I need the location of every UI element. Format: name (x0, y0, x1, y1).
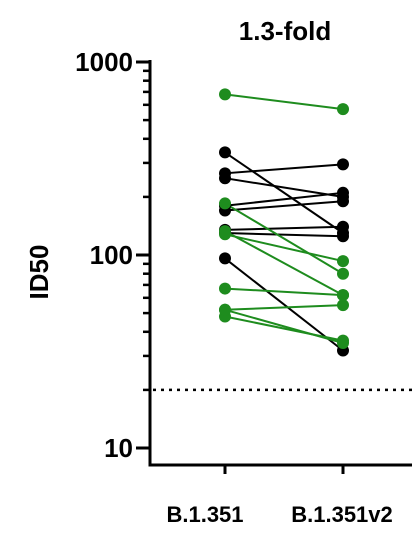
series-line (224, 202, 344, 275)
x-tick-label: B.1.351 (166, 502, 243, 527)
series-points (219, 88, 349, 357)
chart-title: 1.3-fold (239, 16, 331, 46)
data-point (219, 282, 231, 295)
y-axis-label: ID50 (24, 245, 54, 300)
x-tick-label: B.1.351v2 (291, 502, 393, 527)
data-point (337, 103, 349, 116)
series-line (224, 304, 344, 311)
y-tick-label: 100 (90, 240, 133, 270)
data-point (219, 146, 231, 159)
data-point (219, 303, 231, 316)
series-line (224, 230, 344, 296)
series-line (224, 191, 344, 207)
data-point (337, 289, 349, 302)
data-point (337, 220, 349, 233)
data-point (337, 158, 349, 171)
x-tick-labels: B.1.351 B.1.351v2 (166, 502, 392, 527)
series-line (224, 233, 344, 263)
y-tick-label: 10 (104, 433, 133, 463)
data-point (337, 267, 349, 280)
series-line (224, 93, 344, 111)
series-line (224, 177, 344, 198)
axes (148, 60, 412, 474)
series-line (224, 308, 344, 344)
data-point (219, 88, 231, 101)
series-line (224, 257, 344, 352)
series-line (224, 163, 344, 175)
data-point (337, 186, 349, 199)
data-point (219, 252, 231, 265)
series-line (224, 287, 344, 297)
data-point (337, 299, 349, 312)
series-lines (224, 93, 344, 352)
data-point (219, 228, 231, 241)
ticks: 10 100 1000 (75, 47, 150, 463)
data-point (337, 195, 349, 208)
series-line (224, 232, 344, 238)
y-tick-label: 1000 (75, 47, 133, 77)
series-line (224, 225, 344, 231)
data-point (337, 230, 349, 243)
data-point (219, 172, 231, 185)
series-line (224, 151, 344, 234)
data-point (219, 197, 231, 210)
data-point (337, 255, 349, 268)
data-point (337, 336, 349, 349)
series-line (224, 200, 344, 212)
